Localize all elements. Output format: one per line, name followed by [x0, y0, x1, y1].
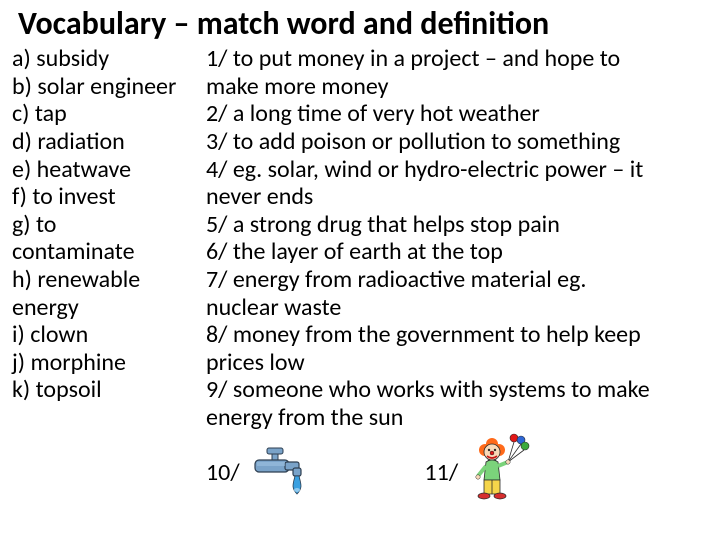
- def-9b: energy from the sun: [206, 404, 708, 432]
- def-6: 6/ the layer of earth at the top: [206, 238, 708, 266]
- def-7a: 7/ energy from radioactive material eg.: [206, 266, 708, 294]
- word-h-line2: energy: [12, 294, 198, 322]
- word-e: e) heatwave: [12, 156, 198, 184]
- def-5: 5/ a strong drug that helps stop pain: [206, 211, 708, 239]
- word-h-line1: h) renewable: [12, 266, 198, 294]
- word-f: f) to invest: [12, 183, 198, 211]
- word-g-line2: contaminate: [12, 238, 198, 266]
- def-3: 3/ to add poison or pollution to somethi…: [206, 128, 708, 156]
- def-10-11-row: 10/ 11: [206, 432, 708, 517]
- content-columns: a) subsidy b) solar engineer c) tap d) r…: [12, 45, 708, 516]
- slide: Vocabulary – match word and definition a…: [0, 0, 720, 540]
- tap-icon: [247, 444, 309, 505]
- def-7b: nuclear waste: [206, 294, 708, 322]
- word-c: c) tap: [12, 100, 198, 128]
- def-1a: 1/ to put money in a project – and hope …: [206, 45, 708, 73]
- word-k: k) topsoil: [12, 376, 198, 404]
- def-1b: make more money: [206, 73, 708, 101]
- def-10-label: 10/: [206, 458, 240, 487]
- def-11-label: 11/: [424, 459, 458, 487]
- word-j: j) morphine: [12, 349, 198, 377]
- def-4b: never ends: [206, 183, 708, 211]
- def-4a: 4/ eg. solar, wind or hydro-electric pow…: [206, 156, 708, 184]
- def-8b: prices low: [206, 349, 708, 377]
- definitions-column: 1/ to put money in a project – and hope …: [206, 45, 708, 516]
- def-9a: 9/ someone who works with systems to mak…: [206, 376, 708, 404]
- clown-icon: [468, 432, 530, 517]
- word-b: b) solar engineer: [12, 73, 198, 101]
- word-d: d) radiation: [12, 128, 198, 156]
- words-column: a) subsidy b) solar engineer c) tap d) r…: [12, 45, 198, 404]
- word-a: a) subsidy: [12, 45, 198, 73]
- def-8a: 8/ money from the government to help kee…: [206, 321, 708, 349]
- word-g-line1: g) to: [12, 211, 198, 239]
- slide-title: Vocabulary – match word and definition: [18, 6, 708, 41]
- word-i: i) clown: [12, 321, 198, 349]
- def-2: 2/ a long time of very hot weather: [206, 100, 708, 128]
